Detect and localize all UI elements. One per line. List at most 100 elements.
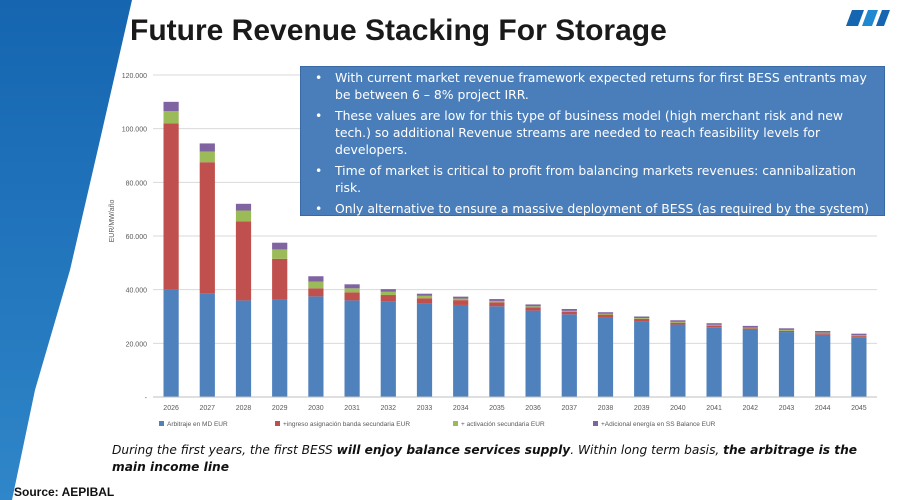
bar-segment [597, 317, 614, 397]
callout-bullet: Only alternative to ensure a massive dep… [315, 200, 876, 251]
bar-segment [561, 314, 577, 397]
x-tick-label: 2031 [344, 405, 360, 412]
bar-segment [815, 334, 831, 397]
x-tick-label: 2037 [562, 405, 578, 412]
source-note: Source: AEPIBAL [14, 485, 115, 499]
x-tick-label: 2034 [453, 405, 469, 412]
bar-segment [815, 332, 831, 334]
bar-segment [634, 318, 650, 322]
bar-segment [634, 316, 650, 319]
bar-segment [235, 203, 252, 211]
y-tick-label: 100.000 [122, 127, 147, 134]
y-tick-label: - [145, 395, 148, 402]
legend-entry: Arbitraje en MD EUR [167, 421, 228, 428]
bar-segment [235, 221, 252, 301]
bar-segment [561, 308, 577, 311]
bar-segment [380, 291, 396, 296]
bar-segment [380, 295, 396, 302]
bar-segment [742, 327, 758, 329]
bar-segment [163, 289, 179, 397]
caption-text: . Within long term basis, [570, 443, 724, 457]
y-tick-label: 80.000 [126, 180, 148, 187]
company-logo-icon [846, 10, 890, 26]
legend-swatch [275, 421, 280, 426]
bar-segment [706, 327, 722, 397]
callout-bullet-list: With current market revenue framework ex… [309, 69, 876, 251]
bar-segment [742, 328, 758, 330]
bar-segment [706, 323, 722, 325]
chart-caption: During the first years, the first BESS w… [112, 442, 872, 476]
y-tick-label: 120.000 [122, 73, 147, 80]
x-tick-label: 2027 [200, 405, 216, 412]
bar-segment [272, 249, 288, 259]
legend-swatch [159, 421, 164, 426]
legend-entry: + activación secundaria EUR [461, 421, 545, 428]
bar-segment [163, 123, 179, 290]
y-tick-label: 60.000 [126, 234, 148, 241]
callout-bullet: These values are low for this type of bu… [315, 107, 876, 158]
y-tick-label: 40.000 [126, 288, 148, 295]
callout-bullet: With current market revenue framework ex… [315, 69, 876, 103]
x-tick-label: 2036 [525, 405, 541, 412]
bar-segment [815, 330, 831, 333]
bar-segment [561, 311, 577, 315]
caption-bold-text: will enjoy balance services supply [336, 443, 571, 457]
bar-segment [634, 318, 650, 319]
bar-segment [778, 330, 795, 333]
revenue-stacked-bar-chart: - 20.000 40.000 60.000 80.000 100.000 120.000 E… [109, 73, 877, 428]
bar-segment [380, 289, 396, 292]
page-title: Future Revenue Stacking For Storage [130, 14, 667, 47]
bar-segment [272, 299, 288, 397]
bar-segment [308, 276, 324, 282]
bar-segment [308, 296, 324, 397]
caption-bold-text: the arbitrage is the main income line [112, 443, 858, 474]
bar-segment [416, 298, 433, 304]
x-tick-label: 2043 [779, 405, 795, 412]
bar-segment [742, 325, 758, 328]
bar-segment [272, 242, 288, 250]
bar-segment [778, 329, 795, 331]
bar-segment [597, 313, 614, 315]
bar-segment [344, 288, 360, 293]
legend-entry: +ingreso asignación banda secundaria EUR [283, 421, 410, 428]
legend-entry: +Adicional energía en SS Balance EUR [601, 421, 716, 428]
left-decorative-band [0, 0, 132, 500]
y-tick-label: 20.000 [126, 341, 148, 348]
bar-segment [453, 304, 469, 397]
bar-segment [670, 322, 686, 325]
x-tick-label: 2033 [417, 405, 433, 412]
x-tick-label: 2038 [598, 405, 614, 412]
bar-segment [670, 324, 686, 397]
bar-segment [815, 333, 831, 335]
bar-segment [344, 292, 360, 301]
bar-segment [416, 293, 433, 296]
bar-segment [489, 299, 505, 301]
bar-segment [453, 296, 469, 299]
bar-segment [344, 284, 360, 289]
bar-segment [453, 298, 469, 301]
bar-segment [308, 288, 324, 297]
legend-swatch [453, 421, 458, 426]
bar-segment [851, 336, 867, 338]
bar-segment [199, 293, 215, 397]
bar-segment [706, 324, 722, 326]
x-tick-label: 2040 [670, 405, 686, 412]
bar-segment [670, 321, 686, 323]
callout-bullet: Time of market is critical to profit fro… [315, 162, 876, 196]
bar-segment [489, 302, 505, 307]
bar-segment [489, 300, 505, 303]
x-tick-label: 2032 [381, 405, 397, 412]
bar-segment [778, 332, 795, 397]
bar-segment [380, 301, 396, 397]
bar-segment [344, 300, 360, 397]
x-tick-label: 2030 [308, 405, 324, 412]
bar-segment [453, 300, 469, 305]
x-tick-label: 2039 [634, 405, 650, 412]
x-tick-label: 2045 [851, 405, 867, 412]
bar-segment [597, 314, 614, 318]
caption-text: During the first years, the first BESS [112, 443, 337, 457]
bar-segment [597, 312, 614, 314]
bar-segment [199, 143, 215, 152]
bar-segment [163, 111, 179, 124]
bar-segment [272, 258, 288, 300]
